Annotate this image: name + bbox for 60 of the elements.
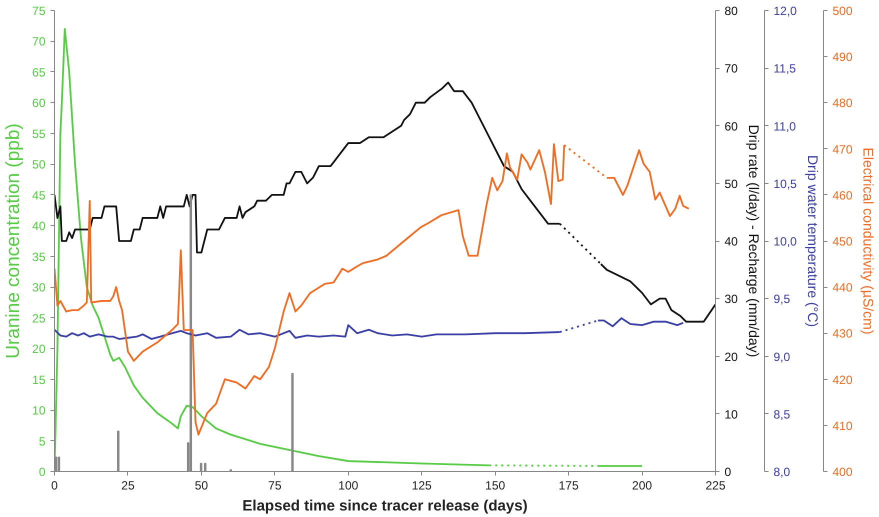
y-tick-label: 410 [832, 418, 853, 433]
y3-tick-label: 9,5 [774, 292, 791, 306]
x-tick-label: 150 [485, 478, 506, 492]
y-tick-label: 10 [32, 404, 46, 418]
y-tick-label: 420 [832, 372, 853, 387]
y-tick-label: 20 [32, 342, 46, 356]
y3-tick-label: 8,5 [774, 407, 791, 422]
y-tick-label: 400 [832, 465, 853, 479]
y-tick-label: 60 [32, 96, 46, 110]
y2-tick-label: 20 [724, 350, 738, 364]
y-tick-label: 480 [832, 96, 853, 110]
y2-axis-title: Drip rate (l/day) - Recharge (mm/day) [746, 124, 762, 358]
y2-tick-label: 80 [724, 4, 738, 18]
y-tick-label: 40 [32, 219, 46, 234]
y-tick-label: 490 [832, 50, 853, 64]
y-tick-label: 460 [832, 188, 853, 202]
y-tick-label: 470 [832, 142, 853, 156]
y-tick-label: 70 [32, 34, 46, 49]
x-tick-label: 25 [121, 478, 135, 492]
x-tick-label: 100 [338, 478, 359, 492]
x-tick-label: 175 [558, 478, 579, 492]
y-tick-label: 500 [832, 4, 853, 18]
y-tick-label: 25 [32, 311, 46, 326]
y2-tick-label: 30 [724, 292, 738, 306]
x-tick-label: 125 [412, 478, 432, 492]
y3-tick-label: 9,0 [774, 350, 791, 364]
y-tick-label: 65 [32, 65, 46, 80]
y-axis-title: Electrical conductivity (µS/cm) [860, 148, 877, 334]
y-tick-label: 75 [32, 4, 46, 18]
y3-tick-label: 12,0 [774, 4, 798, 18]
y-tick-label: 440 [832, 280, 853, 295]
y-tick-label: 450 [832, 234, 853, 248]
y-tick-label: 45 [32, 188, 46, 202]
y-tick-label: 35 [32, 250, 46, 264]
y-tick-label: 5 [38, 434, 46, 448]
y-tick-label: 0 [38, 465, 46, 479]
y2-tick-label: 40 [724, 234, 738, 248]
y-tick-label: 15 [32, 372, 46, 387]
y3-tick-label: 11,0 [774, 119, 796, 134]
y-tick-label: 430 [832, 326, 853, 341]
y2-tick-label: 10 [724, 407, 738, 422]
y3-tick-label: 10,5 [774, 176, 798, 191]
y-axis-title: Uranine concentration (ppb) [3, 123, 24, 359]
x-tick-label: 0 [51, 478, 58, 492]
y2-tick-label: 70 [724, 62, 738, 76]
x-tick-label: 50 [194, 478, 208, 492]
y3-tick-label: 10,0 [774, 234, 798, 248]
y3-tick-label: 8,0 [774, 465, 791, 479]
y-tick-label: 55 [32, 126, 46, 141]
x-tick-label: 225 [705, 478, 726, 492]
x-tick-label: 75 [268, 478, 282, 492]
y-tick-label: 30 [32, 280, 46, 295]
x-axis-title: Elapsed time since tracer release (days) [242, 498, 528, 514]
y3-axis-title: Drip water temperature (°C) [804, 154, 821, 328]
y-tick-label: 50 [32, 158, 46, 172]
y3-tick-label: 11,5 [774, 62, 796, 76]
y2-tick-label: 0 [724, 465, 732, 479]
y2-tick-label: 50 [724, 176, 738, 191]
x-tick-label: 200 [632, 478, 652, 492]
y2-tick-label: 60 [724, 119, 738, 134]
